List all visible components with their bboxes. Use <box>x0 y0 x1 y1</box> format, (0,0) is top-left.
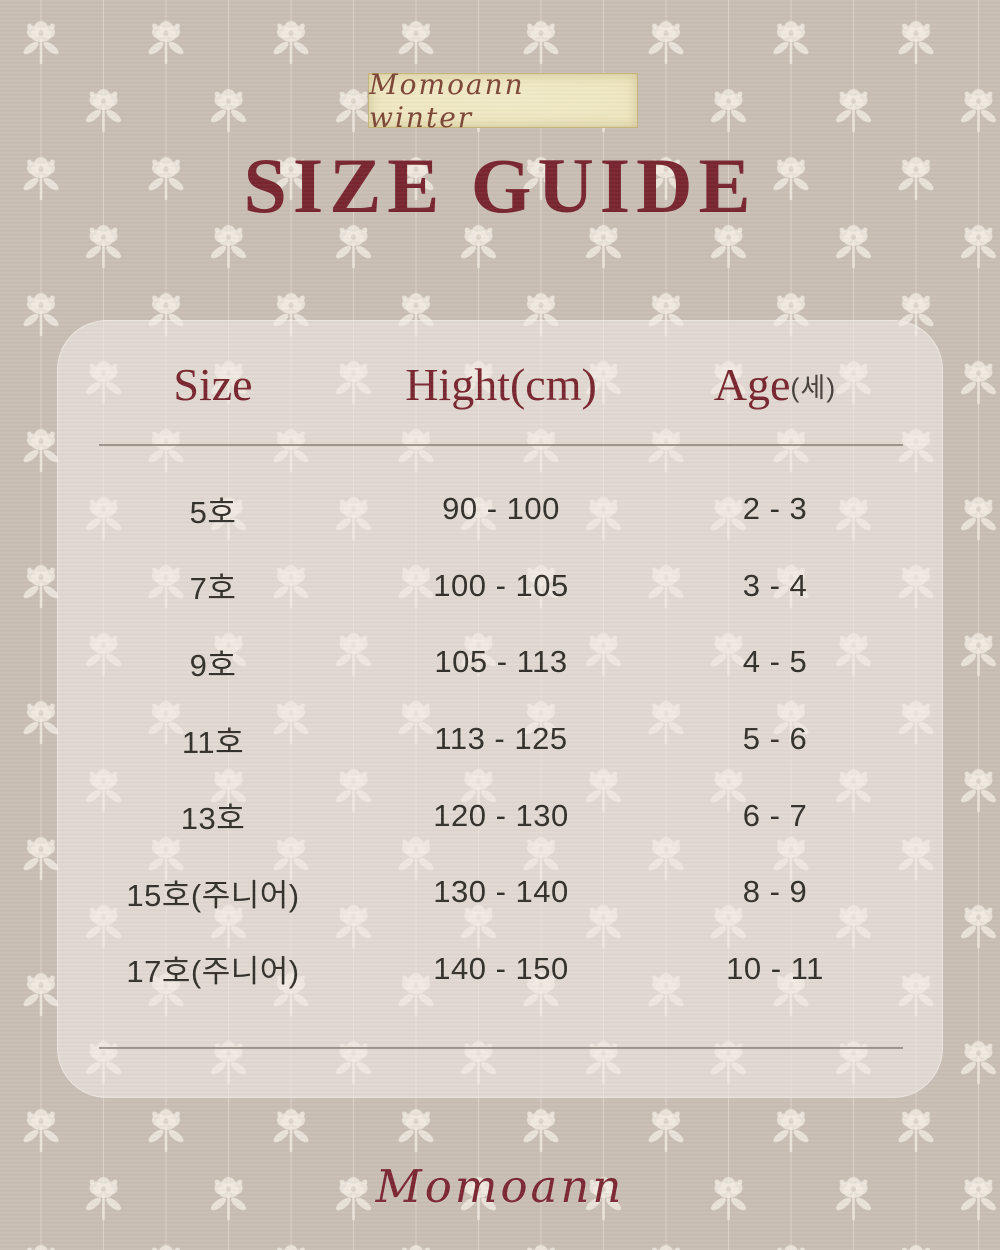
footer-divider-line <box>99 1047 903 1049</box>
size-cell: 5호 <box>189 494 237 530</box>
table-header-row: Size Hight(cm) Age(세) <box>58 349 942 419</box>
age-cell: 4 - 5 <box>742 644 808 680</box>
footer-brand-logo: Momoann <box>375 1160 625 1213</box>
header-age: Age(세) <box>634 358 916 411</box>
size-cell: 11호 <box>181 724 245 760</box>
brand-label: Momoann winter <box>368 68 638 134</box>
table-row: 9호 105 - 113 4 - 5 <box>58 624 942 701</box>
height-cell: 113 - 125 <box>434 721 568 757</box>
age-cell: 2 - 3 <box>742 491 808 527</box>
age-cell: 10 - 11 <box>726 950 824 986</box>
height-cell: 100 - 105 <box>433 567 569 603</box>
height-cell: 130 - 140 <box>433 874 569 910</box>
table-row: 7호 100 - 105 3 - 4 <box>58 548 942 625</box>
size-table-panel: Size Hight(cm) Age(세) 5호 90 - 100 2 - 3 … <box>57 320 943 1098</box>
size-cell: 9호 <box>189 647 237 683</box>
height-cell: 120 - 130 <box>433 797 569 833</box>
height-cell: 140 - 150 <box>433 950 569 986</box>
page-title: SIZE GUIDE <box>243 142 757 229</box>
size-cell: 15호(주니어) <box>126 877 300 913</box>
header-age-unit: (세) <box>790 372 837 403</box>
header-height: Hight(cm) <box>405 358 597 410</box>
brand-label-text: Momoann winter <box>369 67 525 134</box>
height-cell: 90 - 100 <box>442 491 560 527</box>
size-cell: 13호 <box>180 801 246 837</box>
table-row: 15호(주니어) 130 - 140 8 - 9 <box>58 854 942 931</box>
table-row: 11호 113 - 125 5 - 6 <box>58 701 942 778</box>
table-row: 17호(주니어) 140 - 150 10 - 11 <box>58 931 942 1008</box>
age-cell: 3 - 4 <box>742 567 808 603</box>
table-row: 5호 90 - 100 2 - 3 <box>58 471 942 548</box>
age-cell: 8 - 9 <box>742 874 808 910</box>
height-cell: 105 - 113 <box>434 644 568 680</box>
size-cell: 17호(주니어) <box>126 954 300 990</box>
header-divider-line <box>99 444 903 446</box>
age-cell: 5 - 6 <box>742 721 808 757</box>
age-cell: 6 - 7 <box>742 797 808 833</box>
header-age-label: Age <box>713 358 791 410</box>
table-body: 5호 90 - 100 2 - 3 7호 100 - 105 3 - 4 9호 … <box>58 471 942 1007</box>
header-size: Size <box>173 358 253 410</box>
size-cell: 7호 <box>189 571 237 607</box>
table-row: 13호 120 - 130 6 - 7 <box>58 777 942 854</box>
